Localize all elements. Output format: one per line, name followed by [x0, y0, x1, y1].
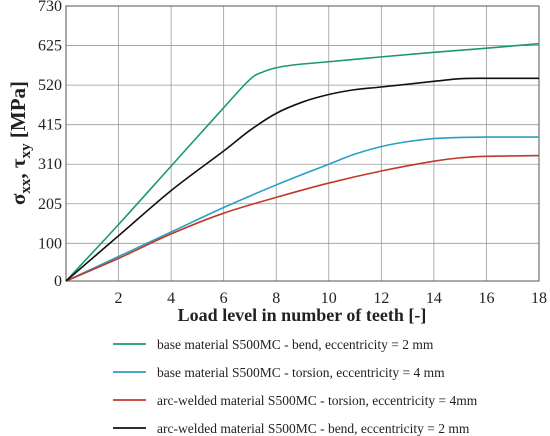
- y-tick-label: 310: [38, 156, 62, 173]
- y-axis-title: σxx, τxy [MPa]: [6, 81, 34, 205]
- series-line-3: [65, 154, 540, 282]
- x-axis-title: Load level in number of teeth [-]: [178, 305, 427, 325]
- y-axis-title-part: , τ: [6, 158, 30, 179]
- x-tick-label: 18: [531, 290, 547, 307]
- series-line-4: [65, 77, 540, 282]
- y-axis-title-part: xx: [18, 178, 34, 194]
- x-tick-label: 8: [272, 290, 280, 307]
- y-tick-label: 100: [38, 235, 62, 252]
- grid: [66, 6, 539, 281]
- legend-label-2: base material S500MC - torsion, eccentri…: [157, 365, 445, 380]
- y-tick-label: 730: [38, 0, 62, 15]
- y-axis-title-part: σ: [6, 193, 30, 205]
- series-line-1: [65, 42, 540, 282]
- y-tick-labels: 0 100 205 310 415 520 625 730: [38, 0, 62, 290]
- series-line-2: [65, 136, 539, 282]
- plot-frame: [65, 5, 540, 282]
- x-tick-label: 16: [478, 290, 494, 307]
- legend-label-4: arc-welded material S500MC - bend, eccen…: [157, 421, 470, 436]
- x-tick-label: 6: [220, 290, 228, 307]
- series-lines: [65, 42, 540, 282]
- y-tick-label: 205: [38, 196, 62, 213]
- legend: base material S500MC - bend, eccentricit…: [113, 337, 478, 436]
- x-tick-label: 2: [115, 290, 123, 307]
- x-tick-label: 14: [426, 290, 442, 307]
- y-tick-label: 625: [38, 38, 62, 55]
- x-tick-labels: 2 4 6 8 10 12 14 16 18: [115, 290, 547, 307]
- y-tick-label: 520: [38, 77, 62, 94]
- y-tick-label: 0: [54, 273, 62, 290]
- y-axis-title-part: [MPa]: [6, 81, 30, 143]
- legend-label-1: base material S500MC - bend, eccentricit…: [157, 337, 434, 352]
- x-tick-label: 12: [373, 290, 389, 307]
- x-tick-label: 4: [167, 290, 175, 307]
- y-tick-label: 415: [38, 117, 62, 134]
- legend-label-3: arc-welded material S500MC - torsion, ec…: [157, 393, 478, 408]
- y-axis-title-part: xy: [18, 143, 34, 159]
- plot-area: [66, 6, 539, 281]
- x-tick-label: 10: [321, 290, 337, 307]
